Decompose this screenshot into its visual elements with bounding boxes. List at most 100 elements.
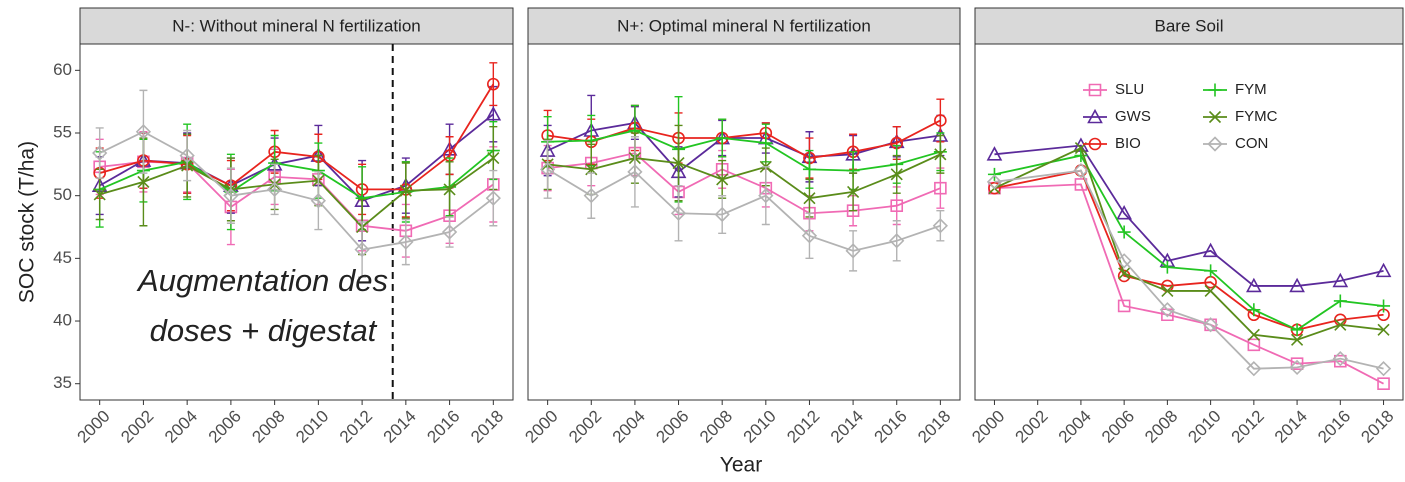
- panel: [79, 43, 514, 401]
- marker: [1332, 351, 1348, 367]
- legend-label: BIO: [1115, 135, 1141, 152]
- marker: [803, 151, 816, 165]
- x-tick-label: 2004: [609, 407, 649, 447]
- marker: [1204, 275, 1217, 289]
- x-tick-label: 2012: [336, 407, 376, 447]
- panel: [974, 43, 1404, 401]
- x-tick-label: 2012: [1228, 407, 1268, 447]
- marker: [1377, 323, 1390, 336]
- legend-marker: [1207, 136, 1223, 152]
- marker: [670, 205, 687, 221]
- x-tick-label: 2004: [161, 407, 201, 447]
- marker: [1204, 284, 1217, 298]
- marker: [1073, 162, 1089, 179]
- marker: [672, 131, 685, 145]
- marker: [1204, 264, 1218, 278]
- marker: [1332, 272, 1349, 288]
- marker: [443, 149, 456, 162]
- marker: [1116, 253, 1132, 269]
- x-tick-label: 2008: [1141, 407, 1181, 447]
- legend-label: GWS: [1115, 108, 1151, 125]
- x-tick-label: 2016: [423, 407, 463, 447]
- legend-marker: [1088, 83, 1102, 97]
- marker: [627, 164, 643, 180]
- x-axis-label: Year: [720, 454, 762, 477]
- y-tick-label: 60: [53, 60, 72, 79]
- x-tick-label: 2014: [1271, 407, 1311, 447]
- error-bar: [936, 210, 945, 242]
- x-tick-label: 2002: [1012, 407, 1052, 447]
- y-axis-label: SOC stock (T/ha): [16, 141, 39, 303]
- series-line: [547, 152, 941, 215]
- legend-label: FYMC: [1235, 108, 1278, 125]
- marker: [223, 188, 239, 204]
- marker: [487, 77, 500, 91]
- x-tick-label: 2012: [783, 407, 823, 447]
- annotation: doses + digestat: [150, 313, 378, 348]
- marker: [845, 243, 861, 259]
- marker: [443, 209, 456, 223]
- marker: [1202, 242, 1219, 258]
- marker: [716, 173, 729, 186]
- strip: [527, 7, 961, 45]
- marker: [355, 183, 369, 196]
- marker: [1118, 267, 1131, 280]
- marker: [1290, 323, 1304, 337]
- marker: [672, 185, 685, 199]
- marker: [1289, 359, 1305, 376]
- x-tick-label: 2018: [914, 407, 954, 447]
- x-tick-label: 2002: [565, 407, 605, 447]
- marker: [268, 145, 281, 159]
- marker: [268, 170, 281, 184]
- panel-title: N-: Without mineral N fertilization: [172, 16, 420, 35]
- marker: [1117, 299, 1131, 313]
- series-line: [547, 129, 941, 172]
- marker: [672, 157, 685, 170]
- x-tick-label: 2008: [248, 407, 288, 447]
- marker: [443, 183, 456, 196]
- y-tick-label: 50: [53, 185, 72, 204]
- marker: [1375, 361, 1392, 377]
- series-line: [994, 169, 1384, 331]
- marker: [802, 162, 816, 176]
- marker: [890, 136, 904, 150]
- marker: [135, 124, 152, 140]
- marker: [312, 150, 325, 164]
- marker: [310, 193, 327, 209]
- series-line: [99, 130, 494, 251]
- marker: [1116, 205, 1132, 220]
- marker: [1246, 277, 1262, 293]
- legend-label: SLU: [1115, 81, 1144, 98]
- series-line: [994, 144, 1384, 287]
- marker: [934, 114, 947, 127]
- marker: [715, 131, 729, 145]
- marker: [1377, 299, 1391, 313]
- marker: [584, 135, 598, 148]
- marker: [1074, 149, 1088, 163]
- marker: [179, 147, 195, 164]
- marker: [1161, 284, 1174, 298]
- marker: [801, 228, 818, 244]
- y-tick-label: 55: [53, 122, 72, 141]
- x-tick-label: 2016: [871, 407, 911, 447]
- x-tick-label: 2000: [968, 407, 1008, 447]
- marker: [759, 126, 773, 140]
- marker: [803, 192, 816, 205]
- error-bar: [543, 139, 552, 199]
- x-tick-label: 2018: [467, 407, 507, 447]
- x-tick-label: 2000: [73, 407, 113, 447]
- marker: [266, 181, 283, 198]
- marker: [1117, 225, 1131, 239]
- series-line: [547, 168, 941, 252]
- y-tick-label: 35: [53, 373, 72, 392]
- marker: [1247, 338, 1261, 352]
- marker: [583, 188, 599, 204]
- panel-title: Bare Soil: [1155, 16, 1224, 35]
- legend-marker: [1088, 137, 1102, 151]
- x-tick-label: 2006: [652, 407, 692, 447]
- x-tick-label: 2014: [827, 407, 867, 447]
- legend-marker: [1208, 83, 1222, 97]
- series-line: [99, 83, 495, 191]
- marker: [1074, 178, 1088, 191]
